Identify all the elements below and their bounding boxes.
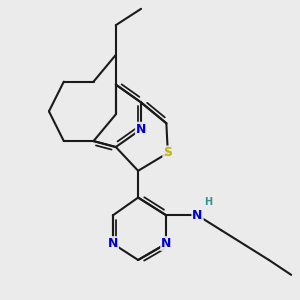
Text: N: N: [108, 237, 118, 250]
Text: N: N: [161, 237, 172, 250]
Text: N: N: [192, 209, 203, 222]
Text: N: N: [136, 123, 146, 136]
Text: S: S: [163, 146, 172, 160]
Text: H: H: [204, 197, 212, 207]
